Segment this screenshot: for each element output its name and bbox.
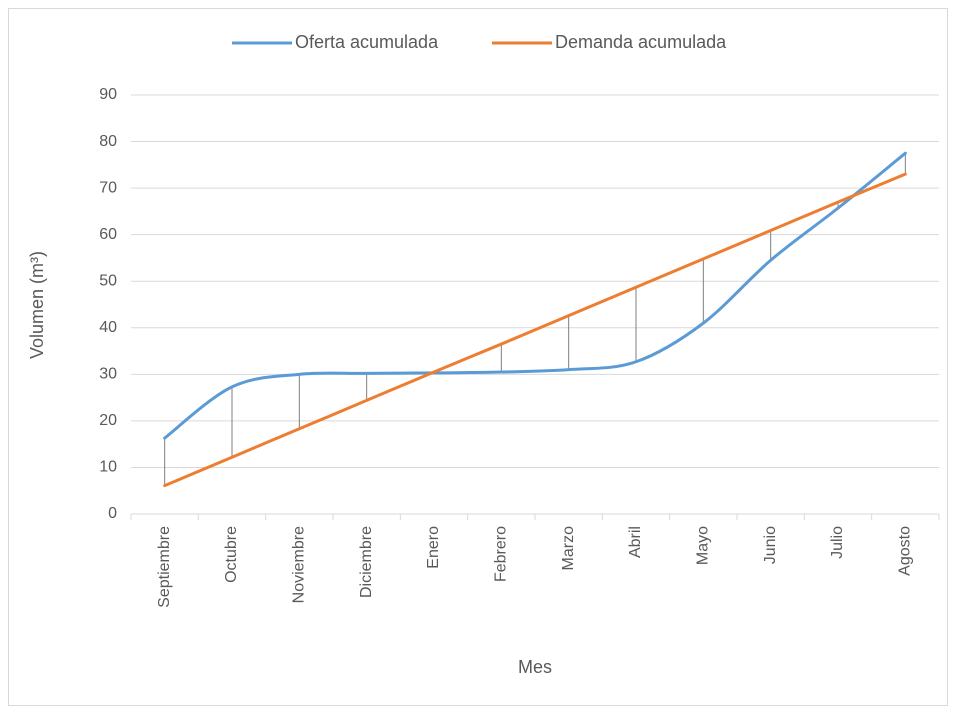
legend-label: Oferta acumulada: [295, 32, 439, 52]
y-tick-label: 30: [99, 366, 117, 383]
y-tick-label: 10: [99, 459, 117, 476]
y-tick-label: 90: [99, 86, 117, 103]
y-tick-label: 40: [99, 319, 117, 336]
x-tick-label: Junio: [762, 526, 779, 564]
y-tick-label: 20: [99, 412, 117, 429]
chart-frame: [8, 8, 948, 706]
series-line: [163, 172, 907, 488]
x-tick-label: Mayo: [695, 526, 712, 565]
series-line: [163, 151, 907, 440]
x-tick-label: Enero: [425, 526, 442, 569]
x-tick-label: Noviembre: [291, 526, 308, 603]
x-tick-label: Febrero: [493, 526, 510, 582]
y-tick-label: 50: [99, 272, 117, 289]
x-tick-label: Septiembre: [156, 526, 173, 608]
y-tick-label: 80: [99, 133, 117, 150]
x-tick-label: Octubre: [223, 526, 240, 583]
x-tick-label: Marzo: [560, 526, 577, 571]
x-axis-label: Mes: [518, 657, 552, 677]
x-tick-label: Agosto: [897, 526, 914, 576]
x-tick-label: Diciembre: [358, 526, 375, 598]
y-tick-label: 0: [108, 505, 117, 522]
y-tick-label: 60: [99, 226, 117, 243]
legend-label: Demanda acumulada: [555, 32, 727, 52]
x-tick-label: Abril: [627, 526, 644, 558]
y-tick-label: 70: [99, 179, 117, 196]
x-tick-label: Julio: [829, 526, 846, 559]
y-axis-label: Volumen (m³): [27, 251, 47, 359]
